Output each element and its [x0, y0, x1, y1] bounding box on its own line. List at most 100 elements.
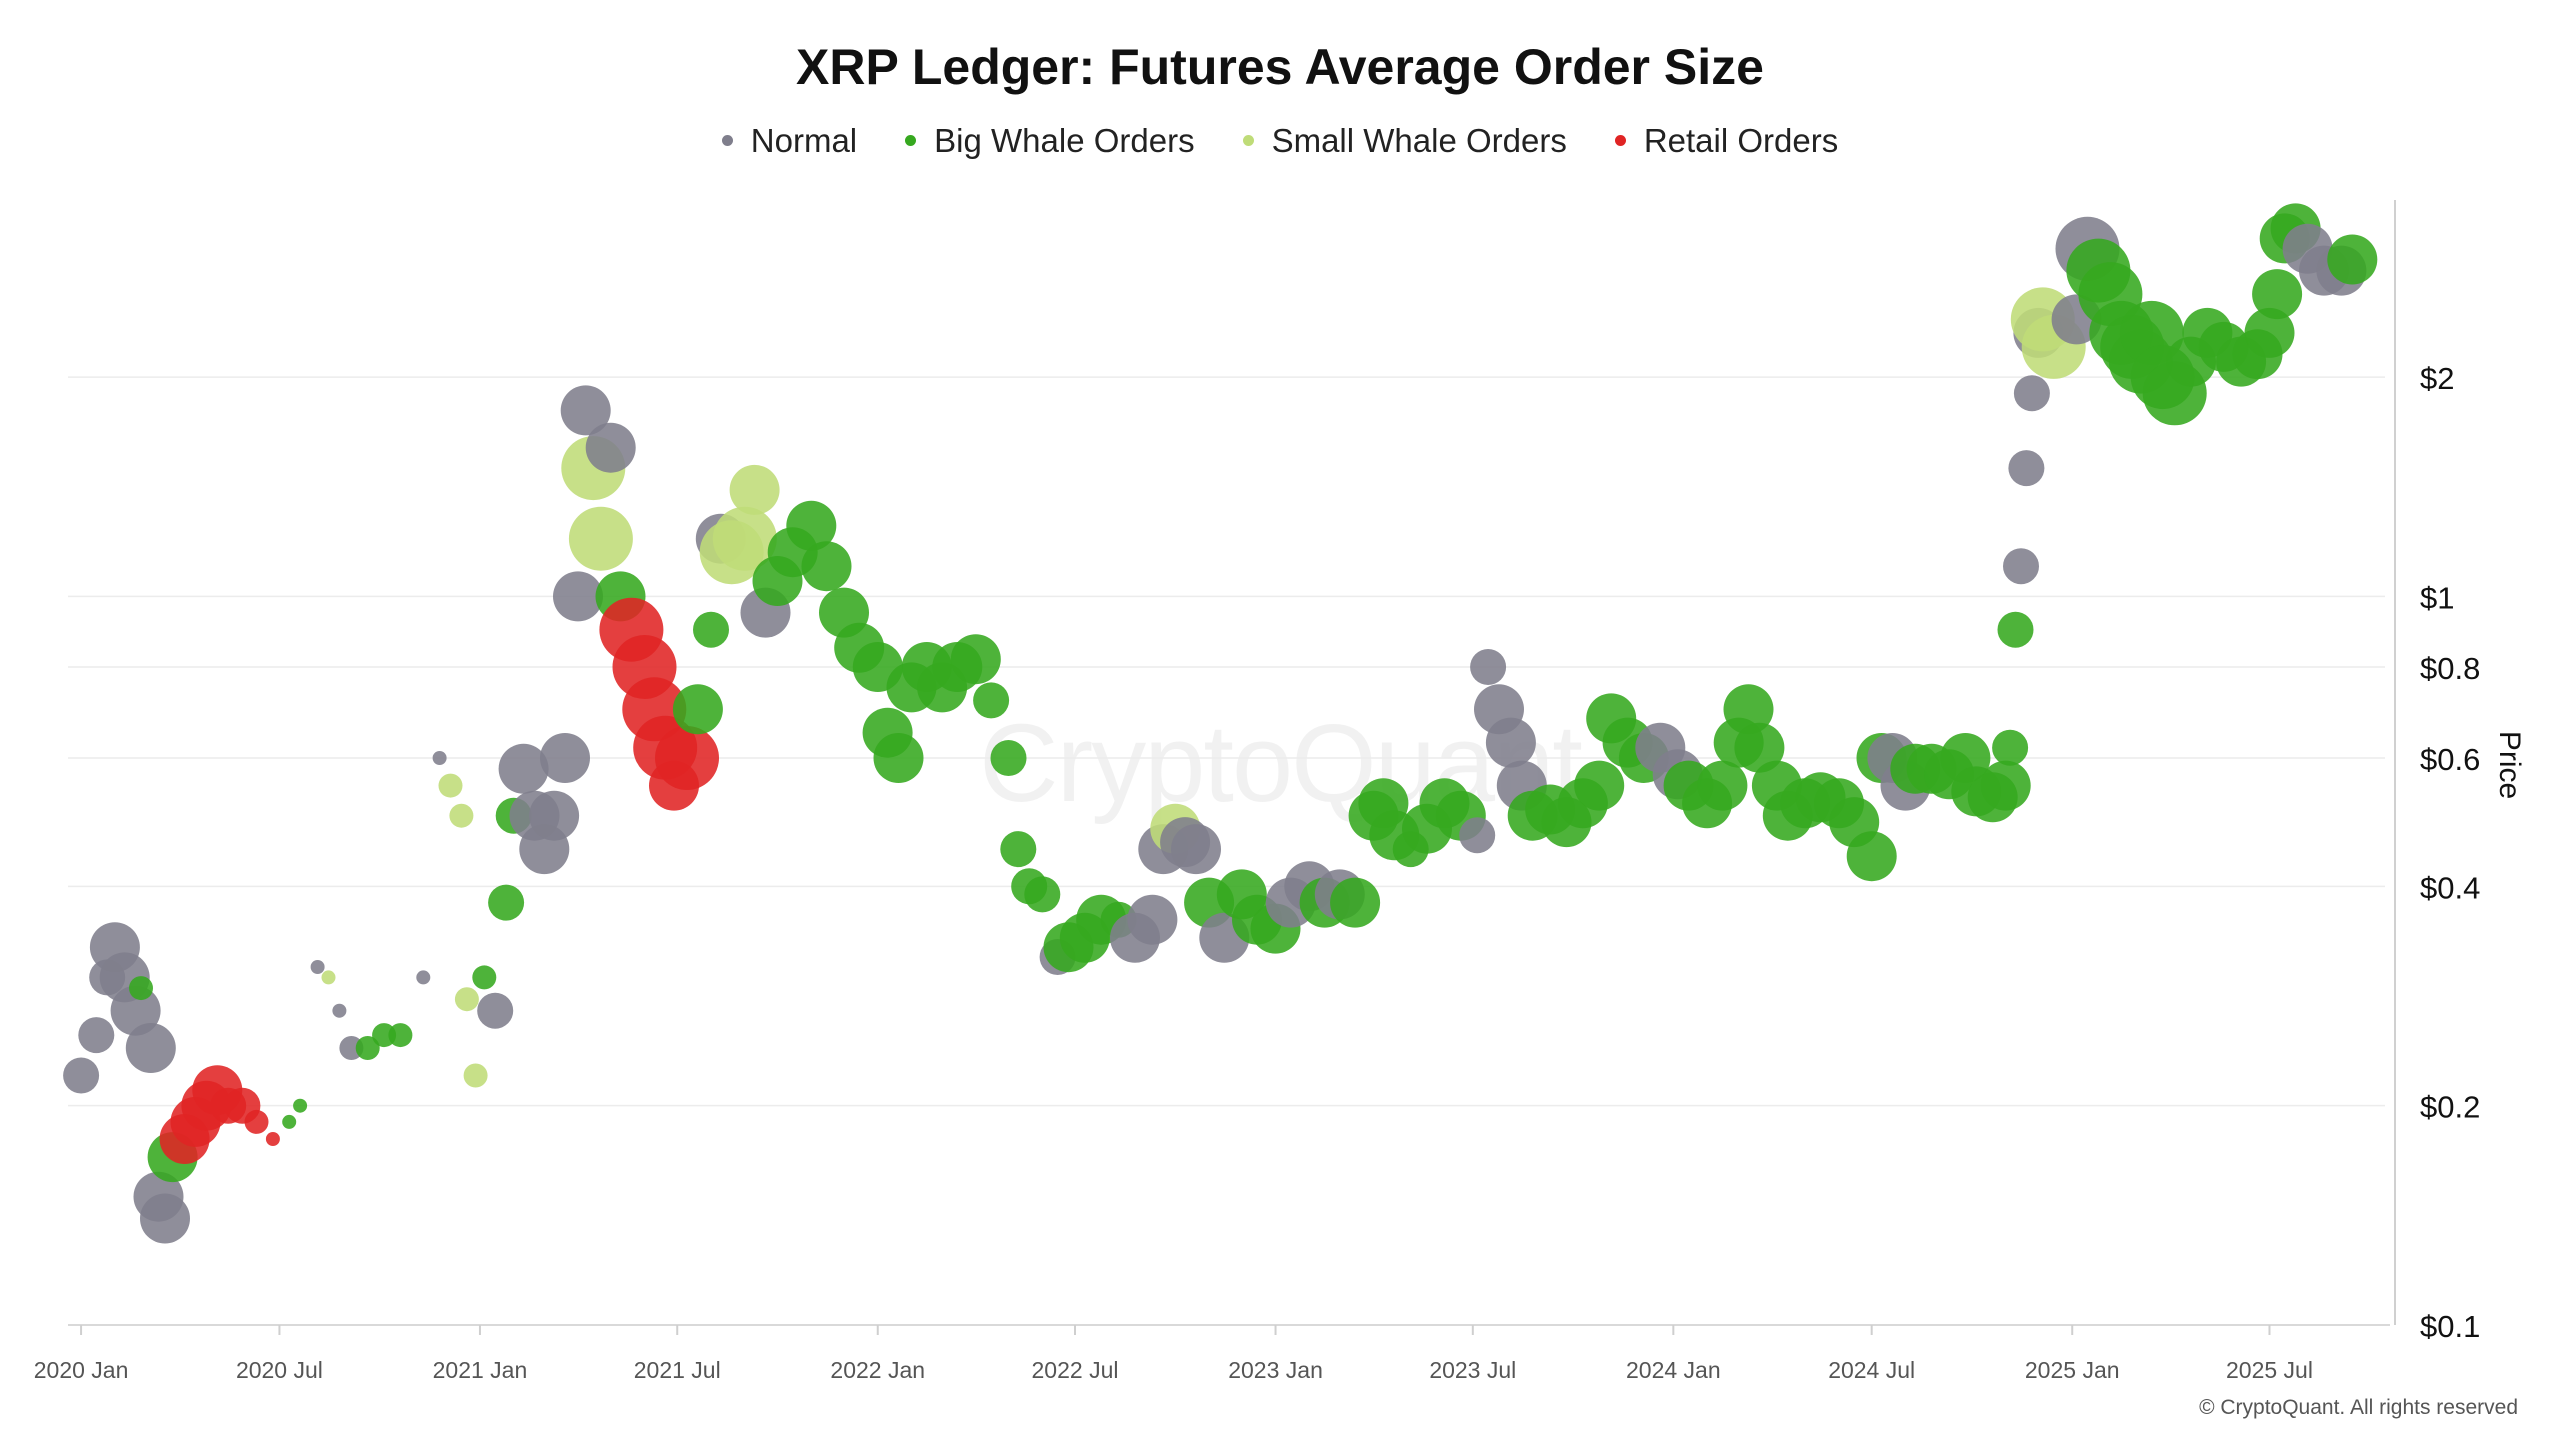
data-point-normal	[1485, 717, 1536, 768]
data-point-big-whale-orders	[693, 611, 729, 648]
data-point-normal	[498, 743, 549, 794]
legend: Normal Big Whale Orders Small Whale Orders…	[0, 122, 2560, 160]
data-point-big-whale-orders	[355, 1036, 380, 1060]
x-tick-label: 2021 Jul	[634, 1357, 721, 1383]
data-point-normal	[560, 385, 611, 436]
data-point-big-whale-orders	[293, 1098, 308, 1113]
x-tick-label: 2024 Jul	[1828, 1357, 1915, 1383]
data-point-big-whale-orders	[1574, 760, 1625, 811]
data-point-normal	[477, 992, 514, 1029]
data-point-small-whale-orders	[321, 970, 336, 985]
data-point-normal	[529, 790, 580, 841]
legend-marker	[1614, 134, 1626, 146]
data-point-retail-orders	[655, 726, 719, 790]
data-point-normal	[2003, 548, 2039, 585]
data-point-big-whale-orders	[282, 1114, 297, 1129]
legend-item-normal[interactable]: Normal	[721, 122, 858, 160]
data-point-normal	[63, 1057, 100, 1094]
data-point-big-whale-orders	[990, 740, 1027, 776]
data-point-big-whale-orders	[873, 733, 924, 783]
legend-label: Small Whale Orders	[1271, 122, 1567, 159]
data-point-retail-orders	[265, 1132, 280, 1146]
data-point-big-whale-orders	[1723, 684, 1774, 735]
data-point-normal	[332, 1003, 347, 1018]
data-point-small-whale-orders	[449, 803, 474, 828]
y-axis-title: Price	[2493, 731, 2526, 799]
x-tick-label: 2025 Jan	[2025, 1357, 2120, 1383]
data-points	[63, 203, 2378, 1244]
legend-label: Retail Orders	[1643, 122, 1839, 159]
data-point-big-whale-orders	[388, 1023, 413, 1048]
y-tick-label: $0.8	[2420, 651, 2480, 686]
y-tick-label: $1	[2420, 580, 2454, 615]
data-point-normal	[1171, 824, 1221, 875]
legend-item-big-whale-orders[interactable]: Big Whale Orders	[905, 122, 1195, 160]
data-point-normal	[585, 422, 636, 473]
data-point-normal	[140, 1193, 190, 1244]
data-point-normal	[553, 571, 603, 622]
x-tick-label: 2022 Jul	[1032, 1357, 1119, 1383]
y-tick-label: $0.4	[2420, 870, 2480, 905]
axes: $2 $1 $0.8 $0.6 $0.4 $0.2 $0.1 2020 Jan 2020 Jul…	[34, 200, 2526, 1383]
y-tick-label: $0.6	[2420, 742, 2480, 777]
data-point-big-whale-orders	[1000, 831, 1037, 868]
data-point-big-whale-orders	[1024, 876, 1061, 913]
data-point-small-whale-orders	[454, 987, 479, 1012]
data-point-big-whale-orders	[472, 965, 497, 990]
data-point-small-whale-orders	[729, 464, 780, 515]
data-point-normal	[1470, 649, 1507, 685]
data-point-big-whale-orders	[488, 884, 525, 921]
data-point-big-whale-orders	[1992, 729, 2029, 766]
legend-marker	[721, 134, 733, 146]
data-point-big-whale-orders	[672, 684, 723, 735]
data-point-big-whale-orders	[1997, 611, 2034, 648]
legend-item-retail-orders[interactable]: Retail Orders	[1614, 122, 1839, 160]
chart-title: XRP Ledger: Futures Average Order Size	[796, 39, 1764, 95]
x-tick-label: 2024 Jan	[1626, 1357, 1721, 1383]
data-point-retail-orders	[244, 1109, 269, 1134]
data-point-big-whale-orders	[1697, 760, 1748, 811]
gridlines	[68, 376, 2385, 1107]
copyright-notice: © CryptoQuant. All rights reserved	[2199, 1396, 2518, 1419]
data-point-normal	[1459, 817, 1496, 854]
data-point-big-whale-orders	[1980, 760, 2031, 811]
data-point-normal	[416, 970, 431, 985]
data-point-small-whale-orders	[438, 773, 463, 798]
data-point-big-whale-orders	[801, 541, 852, 592]
data-point-small-whale-orders	[712, 506, 777, 571]
data-point-normal	[2008, 450, 2045, 487]
data-point-big-whale-orders	[2327, 234, 2378, 285]
data-point-big-whale-orders	[950, 634, 1001, 685]
data-point-small-whale-orders	[463, 1063, 488, 1088]
x-tick-label: 2023 Jan	[1228, 1357, 1323, 1383]
data-point-big-whale-orders	[2252, 269, 2303, 320]
x-tick-label: 2020 Jan	[34, 1357, 129, 1383]
x-tick-label: 2021 Jan	[433, 1357, 528, 1383]
y-tick-label: $0.1	[2420, 1309, 2480, 1344]
x-tick-label: 2020 Jul	[236, 1357, 323, 1383]
data-point-big-whale-orders	[1846, 831, 1897, 882]
x-tick-label: 2023 Jul	[1429, 1357, 1516, 1383]
data-point-normal	[1127, 894, 1178, 945]
data-point-big-whale-orders	[973, 682, 1010, 719]
data-point-big-whale-orders	[1734, 722, 1785, 773]
legend-label: Normal	[750, 122, 858, 159]
data-point-normal	[125, 1023, 176, 1073]
legend-marker	[905, 134, 917, 146]
data-point-big-whale-orders	[129, 976, 153, 1001]
data-point-big-whale-orders	[2244, 307, 2295, 358]
x-tick-label: 2025 Jul	[2226, 1357, 2313, 1383]
legend-item-small-whale-orders[interactable]: Small Whale Orders	[1242, 122, 1567, 160]
y-tick-label: $2	[2420, 361, 2454, 396]
data-point-big-whale-orders	[786, 500, 837, 551]
data-point-normal	[432, 751, 447, 765]
legend-label: Big Whale Orders	[934, 122, 1195, 159]
data-point-small-whale-orders	[568, 506, 633, 571]
data-point-big-whale-orders	[1330, 877, 1381, 928]
legend-marker	[1242, 134, 1254, 146]
data-point-normal	[540, 733, 590, 783]
data-point-normal	[2013, 375, 2050, 412]
y-tick-label: $0.2	[2420, 1090, 2480, 1125]
data-point-normal	[310, 960, 325, 974]
